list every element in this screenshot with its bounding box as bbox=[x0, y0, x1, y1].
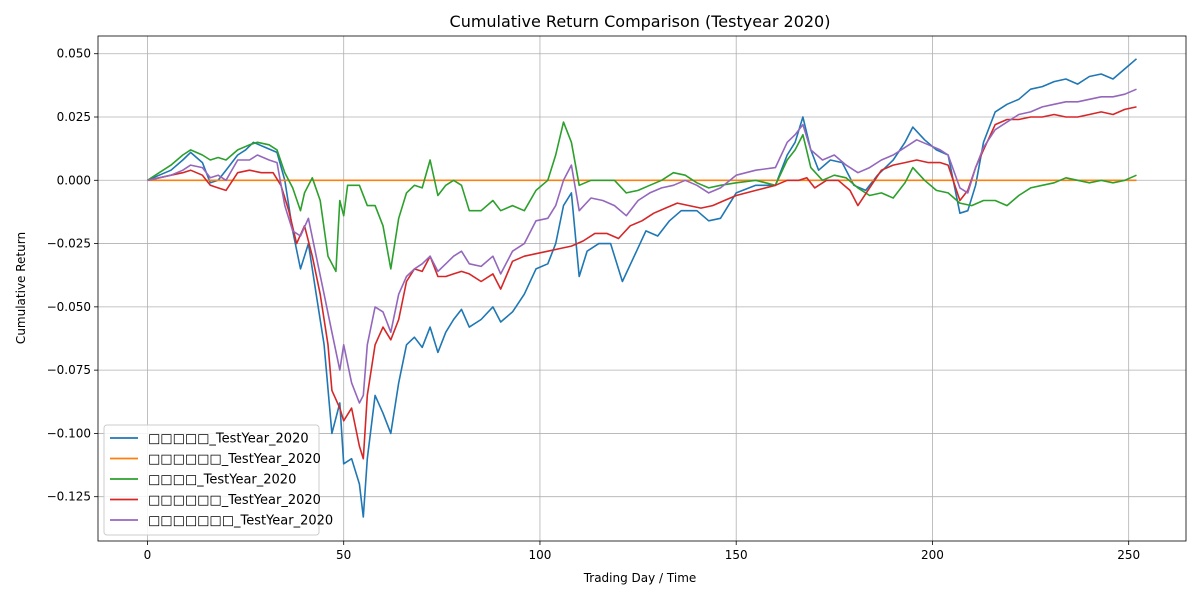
series-line-2 bbox=[147, 121, 1137, 273]
legend-label: □□□□□□□_TestYear_2020 bbox=[148, 514, 333, 529]
series-line-4 bbox=[147, 88, 1137, 404]
x-axis-ticks: 0 50 100 150 200 250 bbox=[144, 541, 1140, 562]
y-tick-label: 0.000 bbox=[57, 173, 91, 187]
legend-box bbox=[103, 424, 320, 536]
y-tick-label: −0.075 bbox=[47, 363, 91, 377]
x-tick-label: 250 bbox=[1117, 548, 1140, 562]
legend-label: □□□□□□_TestYear_2020 bbox=[148, 493, 321, 508]
x-axis-title: Trading Day / Time bbox=[583, 571, 697, 585]
series-line-0 bbox=[147, 58, 1138, 518]
x-tick-label: 200 bbox=[921, 548, 944, 562]
series-line-3 bbox=[147, 106, 1137, 460]
x-tick-label: 150 bbox=[725, 548, 748, 562]
y-tick-label: −0.125 bbox=[47, 490, 91, 504]
y-tick-label: −0.050 bbox=[47, 300, 91, 314]
legend-label: □□□□□□_TestYear_2020 bbox=[148, 452, 321, 467]
y-tick-label: −0.025 bbox=[47, 237, 91, 251]
plot-frame bbox=[97, 35, 1187, 542]
x-tick-label: 0 bbox=[144, 548, 152, 562]
y-tick-label: −0.100 bbox=[47, 426, 91, 440]
series-lines bbox=[147, 58, 1138, 518]
legend: □□□□□_TestYear_2020 □□□□□□_TestYear_2020 □… bbox=[103, 424, 333, 536]
x-tick-label: 100 bbox=[528, 548, 551, 562]
legend-label: □□□□□_TestYear_2020 bbox=[148, 432, 309, 447]
y-tick-label: 0.050 bbox=[57, 47, 91, 61]
y-tick-label: 0.025 bbox=[57, 110, 91, 124]
y-axis-ticks: −0.125 −0.100 −0.075 −0.050 −0.025 0.000 0.025… bbox=[47, 47, 98, 504]
x-tick-label: 50 bbox=[336, 548, 351, 562]
y-axis-title: Cumulative Return bbox=[14, 232, 28, 344]
chart-title: Cumulative Return Comparison (Testyear 2… bbox=[450, 12, 831, 31]
legend-label: □□□□_TestYear_2020 bbox=[148, 473, 296, 488]
